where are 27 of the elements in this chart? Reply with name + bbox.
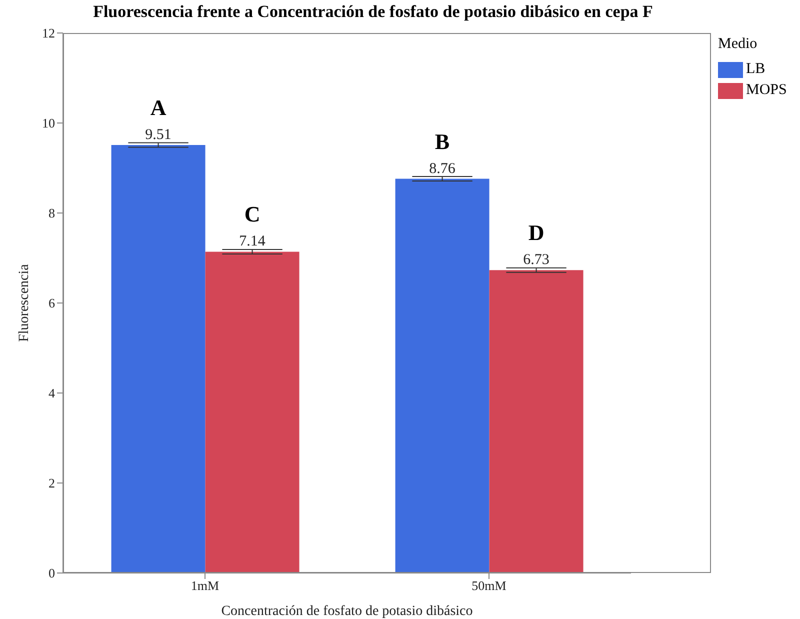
annotation: A — [150, 95, 166, 120]
annotation: D — [528, 220, 544, 246]
data-label: 6.73 — [523, 252, 550, 268]
data-label: 8.76 — [429, 160, 456, 177]
bar — [395, 178, 490, 573]
legend-title: Medio — [718, 36, 758, 53]
y-tick-label: 4 — [48, 386, 56, 401]
bar — [111, 145, 206, 573]
data-label: 7.14 — [239, 234, 266, 250]
bar — [489, 270, 584, 573]
bar — [205, 252, 300, 573]
annotation: C — [244, 202, 260, 227]
y-tick-label: 12 — [42, 26, 55, 41]
data-label: 9.51 — [145, 127, 172, 144]
annotation: B — [434, 128, 450, 154]
legend-label: MOPS — [746, 82, 787, 99]
y-tick-label: 6 — [48, 296, 56, 311]
y-tick-label: 10 — [42, 116, 55, 131]
y-tick-label: 0 — [48, 566, 55, 581]
x-axis-title: Concentración de fosfato de potasio dibásico — [221, 604, 473, 619]
x-tick-label: 1mM — [190, 578, 220, 594]
chart-title: Fluorescencia frente a Concentración de fosfato de potasio dibásico en cepa F — [92, 2, 654, 22]
legend-label: LB — [746, 61, 766, 78]
y-axis-title: Fluorescencia — [16, 263, 32, 342]
y-tick-label: 8 — [48, 206, 55, 221]
y-tick-label: 2 — [48, 476, 55, 491]
x-tick-label: 50mM — [472, 578, 507, 594]
